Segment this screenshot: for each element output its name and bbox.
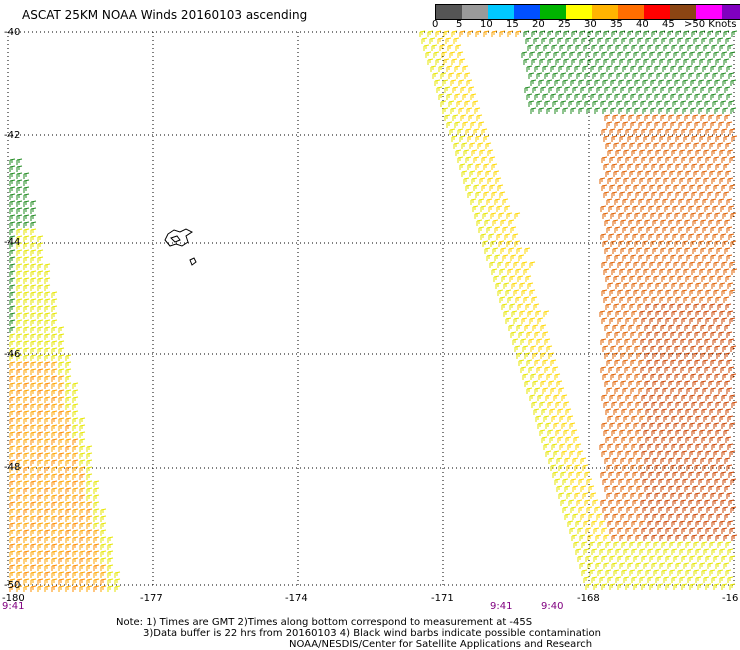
lat-label: -46 xyxy=(4,349,21,360)
legend-swatch xyxy=(696,5,722,19)
map-title: ASCAT 25KM NOAA Winds 20160103 ascending xyxy=(22,8,308,22)
legend-label: 25 xyxy=(558,19,571,30)
legend-label: 40 xyxy=(636,19,649,30)
legend-swatch xyxy=(514,5,540,19)
legend-swatch xyxy=(592,5,618,19)
legend-swatch xyxy=(566,5,592,19)
legend-label: 20 xyxy=(532,19,545,30)
lat-label: -50 xyxy=(4,580,21,591)
pass-time: 9:41 xyxy=(490,601,513,612)
note-line: NOAA/NESDIS/Center for Satellite Applica… xyxy=(289,639,593,650)
legend-swatch xyxy=(618,5,644,19)
legend-label: 10 xyxy=(480,19,493,30)
lat-label: -42 xyxy=(4,130,21,141)
legend-swatch xyxy=(488,5,514,19)
lon-label: -16 xyxy=(722,593,739,604)
legend-label: 45 xyxy=(662,19,675,30)
legend-label: >50 Knots xyxy=(684,19,737,30)
wind-speed-color-scale xyxy=(435,4,740,20)
legend-label: 5 xyxy=(456,19,463,30)
legend-label: 30 xyxy=(584,19,597,30)
lon-label: -180 xyxy=(2,593,25,604)
legend-swatch xyxy=(644,5,670,19)
lat-label: -44 xyxy=(4,237,21,248)
legend-labels: 0 5 10 15 20 25 30 35 40 45 >50 Knots xyxy=(430,19,740,33)
legend-swatch xyxy=(436,5,462,19)
lon-label: -177 xyxy=(140,593,163,604)
lat-label: -40 xyxy=(4,27,21,38)
wind-swath-west xyxy=(9,158,121,592)
legend-label: 35 xyxy=(610,19,623,30)
pass-time: 9:41 xyxy=(2,601,25,612)
lon-label: -168 xyxy=(577,593,600,604)
legend-label: 15 xyxy=(506,19,519,30)
pass-time: 9:40 xyxy=(541,601,564,612)
note-line: Note: 1) Times are GMT 2)Times along bot… xyxy=(116,617,533,628)
wind-swath-east xyxy=(419,30,738,590)
legend-swatch xyxy=(670,5,696,19)
legend-label: 0 xyxy=(432,19,439,30)
lon-label: -174 xyxy=(285,593,308,604)
legend-swatch xyxy=(462,5,488,19)
island-outline xyxy=(164,228,197,266)
lat-label: -48 xyxy=(4,462,21,473)
legend-swatch xyxy=(722,5,740,19)
lon-label: -171 xyxy=(431,593,454,604)
note-line: 3)Data buffer is 22 hrs from 20160103 4)… xyxy=(143,628,601,639)
legend-swatch xyxy=(540,5,566,19)
